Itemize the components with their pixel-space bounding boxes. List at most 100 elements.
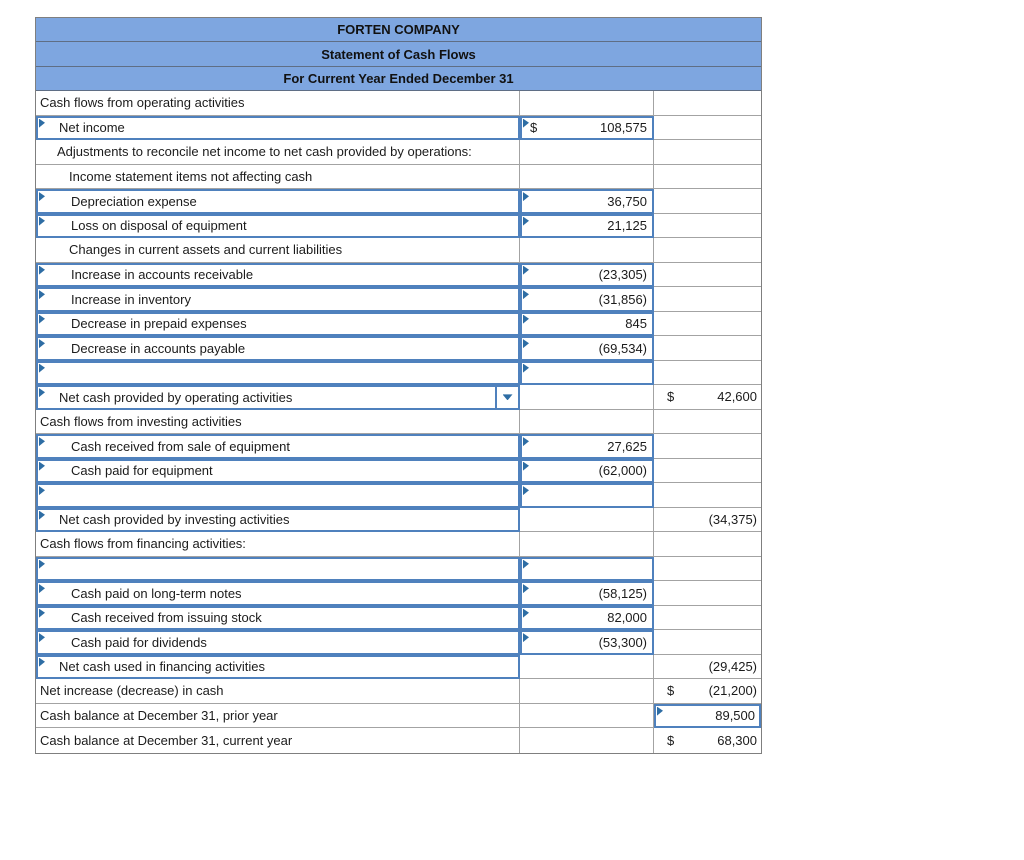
amount-cell-inner[interactable]: (53,300): [520, 630, 654, 655]
corner-flag-icon: [39, 314, 45, 324]
row-label: Net cash provided by operating activitie…: [59, 389, 293, 405]
row-label: Decrease in prepaid expenses: [71, 316, 247, 332]
corner-flag-icon: [39, 608, 45, 618]
label-cell[interactable]: Cash received from issuing stock: [36, 605, 520, 631]
amount-cell-outer: $ 42,600: [654, 385, 761, 410]
amount-cell-inner[interactable]: (69,534): [520, 336, 654, 361]
row-label: Cash paid on long-term notes: [71, 585, 242, 601]
amount-value: 21,125: [607, 218, 647, 234]
amount-cell-inner[interactable]: $ 108,575: [520, 115, 654, 141]
row-label: Cash balance at December 31, prior year: [40, 707, 278, 723]
table-row: Cash flows from operating activities: [36, 91, 761, 116]
label-cell: Cash balance at December 31, current yea…: [36, 728, 520, 753]
corner-flag-icon: [523, 559, 529, 569]
dropdown-button[interactable]: [495, 387, 518, 408]
amount-cell-inner[interactable]: [520, 556, 654, 582]
cash-flow-statement: FORTEN COMPANY Statement of Cash Flows F…: [35, 17, 762, 754]
amount-cell-inner[interactable]: [520, 360, 654, 386]
corner-flag-icon: [39, 657, 45, 667]
amount-value: (58,125): [598, 585, 647, 601]
amount-value: 82,000: [607, 610, 647, 626]
amount-cell-outer: $ (21,200): [654, 679, 761, 704]
corner-flag-icon: [39, 559, 45, 569]
amount-cell-outer: [654, 581, 761, 606]
amount-cell-inner[interactable]: (58,125): [520, 581, 654, 606]
amount-cell-inner[interactable]: (31,856): [520, 287, 654, 312]
currency-symbol: $: [667, 732, 675, 748]
chevron-down-icon: [502, 394, 513, 401]
corner-flag-icon: [39, 192, 45, 202]
label-cell[interactable]: Net cash provided by investing activitie…: [36, 507, 520, 533]
label-cell: Changes in current assets and current li…: [36, 238, 520, 263]
amount-cell-outer: [654, 164, 761, 190]
label-cell[interactable]: Increase in inventory: [36, 287, 520, 312]
corner-flag-icon: [39, 437, 45, 447]
amount-cell-outer: [654, 556, 761, 582]
row-label: Cash balance at December 31, current yea…: [40, 732, 293, 748]
corner-flag-icon: [39, 216, 45, 226]
label-cell[interactable]: Decrease in accounts payable: [36, 336, 520, 361]
label-cell[interactable]: Increase in accounts receivable: [36, 262, 520, 288]
amount-cell-outer: [654, 262, 761, 288]
row-label: Increase in inventory: [71, 291, 191, 307]
table-row: Cash balance at December 31, current yea…: [36, 728, 761, 753]
table-row: [36, 556, 761, 582]
table-row: Cash paid for equipment (62,000): [36, 458, 761, 484]
amount-cell-inner: [520, 164, 654, 190]
amount-cell-inner[interactable]: 82,000: [520, 605, 654, 631]
amount-cell-inner: [520, 140, 654, 165]
row-label: Loss on disposal of equipment: [71, 218, 247, 234]
amount-cell-inner[interactable]: (23,305): [520, 262, 654, 288]
label-cell[interactable]: Net cash used in financing activities: [36, 654, 520, 680]
corner-flag-icon: [523, 486, 529, 496]
table-row: Net cash provided by investing activitie…: [36, 507, 761, 533]
table-row: [36, 483, 761, 508]
amount-cell-inner: [520, 654, 654, 680]
label-cell[interactable]: Decrease in prepaid expenses: [36, 311, 520, 337]
label-cell[interactable]: Net cash provided by operating activitie…: [36, 385, 520, 410]
label-cell[interactable]: Net income: [36, 115, 520, 141]
amount-cell-inner: [520, 532, 654, 557]
table-row: Decrease in accounts payable (69,534): [36, 336, 761, 361]
label-cell[interactable]: Loss on disposal of equipment: [36, 213, 520, 239]
amount-cell-outer: [654, 630, 761, 655]
label-cell[interactable]: [36, 556, 520, 582]
table-row: Cash paid on long-term notes (58,125): [36, 581, 761, 606]
table-row: Changes in current assets and current li…: [36, 238, 761, 263]
label-cell: Cash balance at December 31, prior year: [36, 703, 520, 729]
amount-cell-outer: [654, 287, 761, 312]
amount-cell-inner[interactable]: 27,625: [520, 434, 654, 459]
label-cell: Cash flows from financing activities:: [36, 532, 520, 557]
corner-flag-icon: [39, 461, 45, 471]
amount-cell-inner[interactable]: 36,750: [520, 189, 654, 214]
amount-cell-outer: [654, 605, 761, 631]
amount-cell-outer[interactable]: 89,500: [654, 703, 761, 729]
label-cell[interactable]: Cash paid for equipment: [36, 458, 520, 484]
currency-symbol: $: [667, 683, 675, 699]
label-cell: Income statement items not affecting cas…: [36, 164, 520, 190]
corner-flag-icon: [523, 265, 529, 275]
amount-cell-inner[interactable]: (62,000): [520, 458, 654, 484]
label-cell[interactable]: Cash received from sale of equipment: [36, 434, 520, 459]
amount-cell-inner[interactable]: [520, 483, 654, 508]
amount-cell-outer: [654, 336, 761, 361]
amount-value: 89,500: [715, 708, 755, 724]
amount-cell-inner[interactable]: 845: [520, 311, 654, 337]
label-cell[interactable]: [36, 360, 520, 386]
amount-cell-inner: [520, 409, 654, 435]
corner-flag-icon: [523, 584, 529, 594]
amount-value: 68,300: [717, 732, 757, 748]
table-row: Decrease in prepaid expenses 845: [36, 311, 761, 337]
corner-flag-icon: [39, 388, 45, 398]
label-cell[interactable]: Depreciation expense: [36, 189, 520, 214]
label-cell[interactable]: Cash paid on long-term notes: [36, 581, 520, 606]
amount-value: (23,305): [598, 267, 647, 283]
label-cell[interactable]: Cash paid for dividends: [36, 630, 520, 655]
amount-cell-inner: [520, 507, 654, 533]
amount-value: (34,375): [708, 511, 757, 527]
row-label: Net income: [59, 120, 125, 136]
amount-cell-inner[interactable]: 21,125: [520, 213, 654, 239]
label-cell[interactable]: [36, 483, 520, 508]
amount-cell-inner: [520, 91, 654, 116]
table-row: Net increase (decrease) in cash $ (21,20…: [36, 679, 761, 704]
